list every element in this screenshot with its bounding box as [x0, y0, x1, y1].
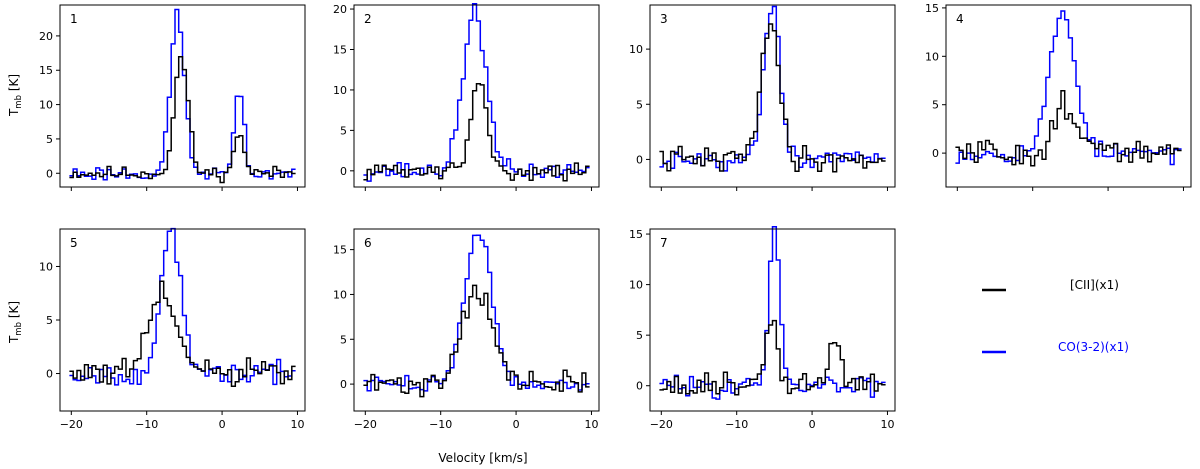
- y-tick-label: 10: [333, 288, 347, 301]
- panel-6: 6 0 5 10 15 −20 −10 0 10: [333, 228, 600, 431]
- x-tick-label: 10: [584, 418, 598, 431]
- axes-frame: [945, 4, 1192, 188]
- y-tick-label: 10: [39, 99, 53, 112]
- y-tick-label: 0: [46, 167, 53, 180]
- x-tick-label: 0: [219, 418, 226, 431]
- x-tick-label: −20: [354, 418, 377, 431]
- series-line-cii: [69, 55, 296, 184]
- x-tick-label: 10: [290, 418, 304, 431]
- x-tick-label: −10: [135, 418, 158, 431]
- y-tick-label: 0: [46, 368, 53, 381]
- y-tick-label: 15: [39, 64, 53, 77]
- x-tick-label: 0: [809, 418, 816, 431]
- series-line-cii: [69, 280, 296, 388]
- panel-7: 7 0 5 10 15 −20 −10 0 10: [629, 226, 896, 431]
- y-tick-label: 10: [333, 84, 347, 97]
- y-tick-label: 0: [340, 378, 347, 391]
- y-tick-label: 5: [636, 329, 643, 342]
- y-tick-label: 5: [46, 133, 53, 146]
- legend-label-co: CO(3-2)(x1): [1058, 340, 1129, 354]
- panel-number: 2: [364, 12, 372, 26]
- series-line-co: [659, 226, 886, 400]
- series-line-co: [659, 5, 886, 172]
- axes-frame: [59, 4, 306, 188]
- series-line-cii: [363, 83, 590, 182]
- panel-number: 3: [660, 12, 668, 26]
- axes-frame: [649, 228, 896, 412]
- series-line-co: [69, 8, 296, 181]
- y-tick-label: 15: [925, 2, 939, 15]
- series-line-cii: [659, 23, 886, 173]
- series-line-co: [363, 3, 590, 182]
- y-tick-label: 5: [636, 98, 643, 111]
- y-axis-label-bottom: Tmb [K]: [7, 301, 24, 344]
- y-tick-label: 5: [932, 99, 939, 112]
- y-tick-label: 5: [340, 333, 347, 346]
- y-tick-label: 15: [629, 228, 643, 241]
- y-tick-label: 5: [46, 314, 53, 327]
- axes-frame: [353, 4, 600, 188]
- y-tick-label: 5: [340, 124, 347, 137]
- axes-frame: [649, 4, 896, 188]
- legend: [CII](x1) CO(3-2)(x1): [982, 278, 1129, 354]
- panel-number: 1: [70, 12, 78, 26]
- y-tick-label: 15: [333, 43, 347, 56]
- x-axis-label: Velocity [km/s]: [438, 451, 527, 465]
- legend-label-cii: [CII](x1): [1070, 278, 1119, 292]
- series-line-cii: [659, 319, 886, 396]
- y-tick-label: 20: [39, 30, 53, 43]
- series-line-cii: [363, 284, 590, 398]
- y-axis-label-top: Tmb [K]: [7, 74, 24, 117]
- panel-number: 7: [660, 236, 668, 250]
- y-tick-label: 10: [39, 260, 53, 273]
- y-tick-label: 0: [932, 147, 939, 160]
- series-line-co: [363, 234, 590, 392]
- y-tick-label: 20: [333, 3, 347, 16]
- x-tick-label: −20: [650, 418, 673, 431]
- panel-4: 4 0 5 10 15: [925, 2, 1192, 191]
- x-tick-label: −10: [429, 418, 452, 431]
- panel-5: 5 0 5 10 −20 −10 0 10: [39, 227, 306, 431]
- y-tick-label: 10: [925, 50, 939, 63]
- y-tick-label: 0: [636, 380, 643, 393]
- axes-frame: [59, 228, 306, 412]
- y-tick-label: 15: [333, 244, 347, 257]
- y-tick-label: 10: [629, 279, 643, 292]
- y-tick-label: 0: [636, 153, 643, 166]
- series-line-cii: [955, 90, 1182, 167]
- x-tick-label: −10: [725, 418, 748, 431]
- x-tick-label: 0: [513, 418, 520, 431]
- panel-3: 3 0 5 10: [629, 4, 896, 191]
- y-tick-label: 10: [629, 43, 643, 56]
- panel-number: 6: [364, 236, 372, 250]
- axes-frame: [353, 228, 600, 412]
- x-tick-label: −20: [60, 418, 83, 431]
- y-tick-label: 0: [340, 165, 347, 178]
- x-tick-label: 10: [880, 418, 894, 431]
- panel-number: 5: [70, 236, 78, 250]
- panel-number: 4: [956, 12, 964, 26]
